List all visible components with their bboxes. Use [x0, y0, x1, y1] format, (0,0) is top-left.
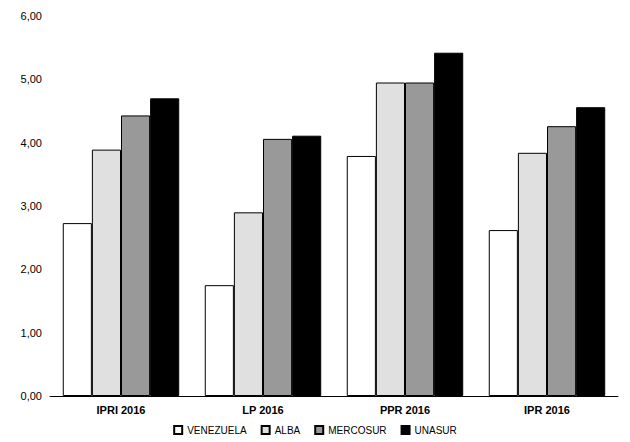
svg-text:VENEZUELA: VENEZUELA [187, 425, 247, 436]
svg-text:5,00: 5,00 [21, 73, 42, 85]
svg-text:MERCOSUR: MERCOSUR [328, 425, 386, 436]
svg-text:IPR 2016: IPR 2016 [524, 404, 570, 416]
svg-text:0,00: 0,00 [21, 390, 42, 402]
svg-text:IPRI 2016: IPRI 2016 [97, 404, 146, 416]
svg-text:2,00: 2,00 [21, 263, 42, 275]
svg-text:3,00: 3,00 [21, 200, 42, 212]
svg-text:1,00: 1,00 [21, 327, 42, 339]
svg-text:4,00: 4,00 [21, 137, 42, 149]
svg-text:UNASUR: UNASUR [415, 425, 457, 436]
svg-text:PPR 2016: PPR 2016 [380, 404, 430, 416]
svg-text:6,00: 6,00 [21, 10, 42, 22]
svg-text:ALBA: ALBA [275, 425, 301, 436]
svg-text:LP 2016: LP 2016 [242, 404, 283, 416]
